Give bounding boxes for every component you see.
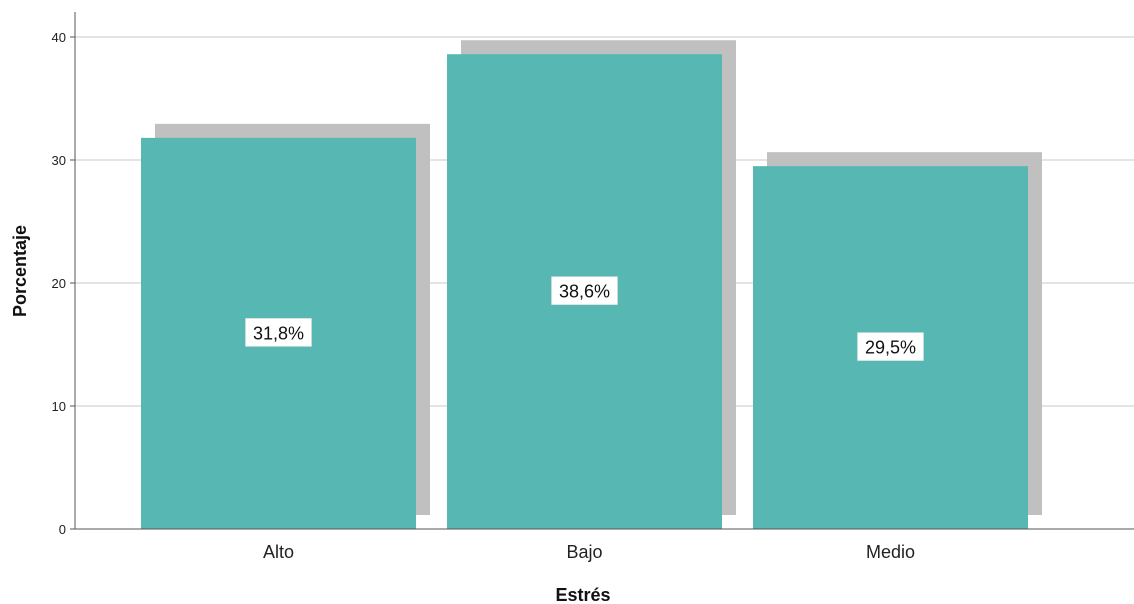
y-tick-label: 10 <box>52 399 66 414</box>
data-label-text: 29,5% <box>865 338 916 358</box>
data-label-box <box>857 332 924 361</box>
axes <box>74 12 1134 530</box>
data-label-bajo: 38,6% <box>551 276 618 305</box>
data-label-text: 31,8% <box>253 323 304 343</box>
data-label-text: 38,6% <box>559 282 610 302</box>
x-tick-label-bajo: Bajo <box>566 542 602 562</box>
x-axis-title: Estrés <box>555 585 610 604</box>
y-tick-label: 40 <box>52 30 66 45</box>
x-tick-labels: Alto Bajo Medio <box>263 542 915 562</box>
data-label-medio: 29,5% <box>857 332 924 361</box>
data-labels: 31,8% 38,6% 29,5% <box>245 276 924 361</box>
y-tick-labels: 0 10 20 30 40 <box>52 30 75 537</box>
data-label-box <box>551 276 618 305</box>
y-axis-title: Porcentaje <box>10 225 30 317</box>
data-label-box <box>245 318 312 347</box>
x-tick-label-medio: Medio <box>866 542 915 562</box>
x-tick-label-alto: Alto <box>263 542 294 562</box>
data-label-alto: 31,8% <box>245 318 312 347</box>
y-tick-label: 20 <box>52 276 66 291</box>
y-tick-label: 0 <box>59 522 66 537</box>
y-tick-label: 30 <box>52 153 66 168</box>
